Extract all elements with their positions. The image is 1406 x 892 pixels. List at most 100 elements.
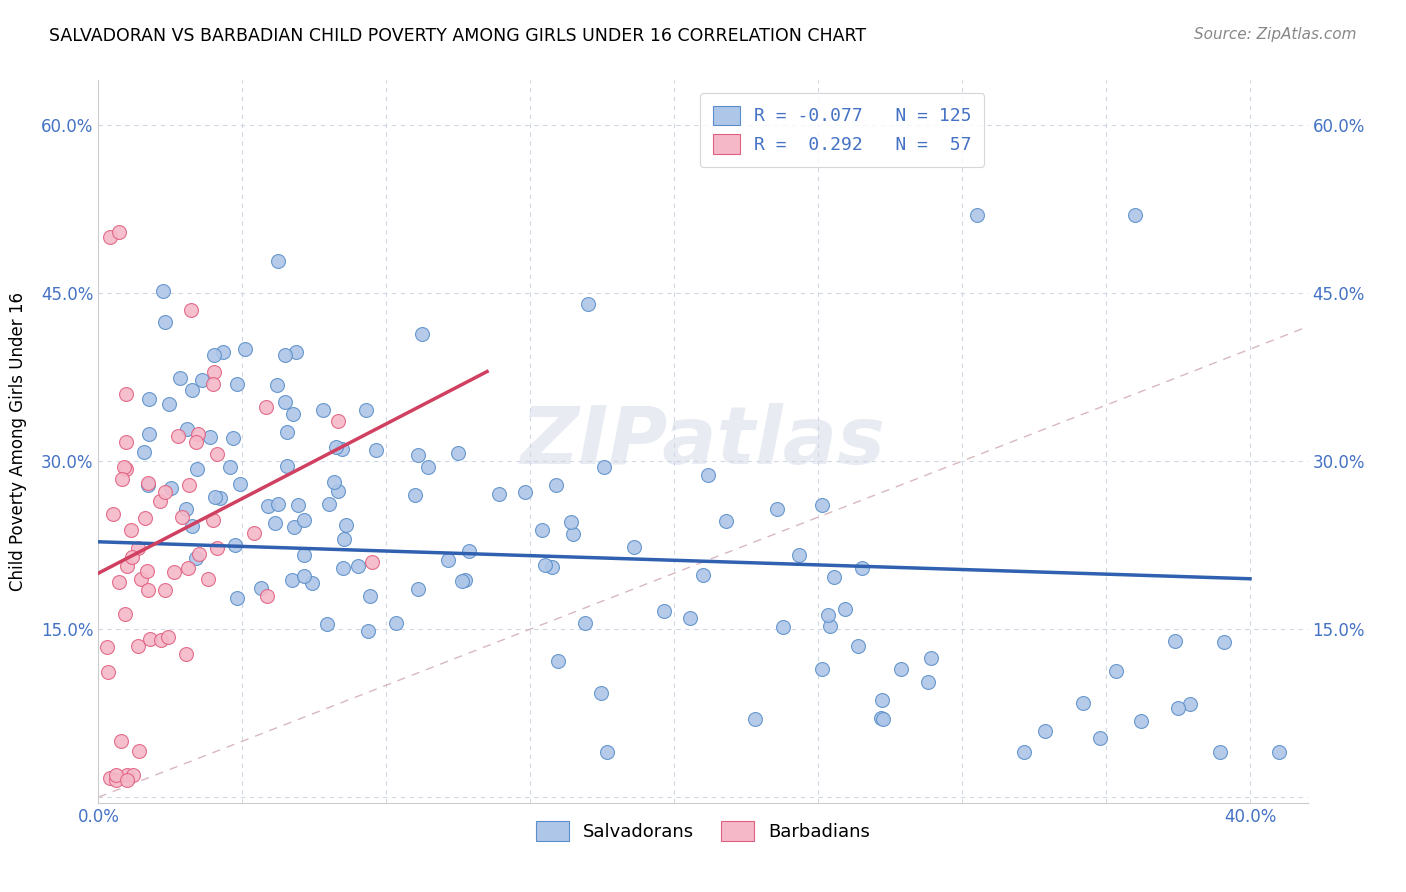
Point: [115, 386, 138, 401]
Point: [361, 555, 384, 569]
Point: [266, 377, 288, 392]
Point: [218, 460, 240, 475]
Point: [127, 541, 149, 556]
Point: [292, 569, 315, 583]
Point: [266, 497, 288, 511]
Point: [222, 431, 245, 445]
Point: [560, 515, 582, 529]
Point: [149, 494, 172, 508]
Text: SALVADORAN VS BARBADIAN CHILD POVERTY AMONG GIRLS UNDER 16 CORRELATION CHART: SALVADORAN VS BARBADIAN CHILD POVERTY AM…: [49, 27, 866, 45]
Point: [301, 576, 323, 591]
Point: [166, 428, 188, 442]
Point: [177, 561, 200, 575]
Point: [1180, 697, 1202, 711]
Point: [153, 314, 176, 328]
Point: [157, 397, 180, 411]
Point: [488, 487, 510, 501]
Point: [229, 477, 252, 491]
Point: [122, 768, 145, 782]
Point: [96, 640, 118, 654]
Point: [1212, 634, 1234, 648]
Point: [136, 582, 159, 597]
Point: [274, 348, 297, 362]
Point: [447, 446, 470, 460]
Point: [170, 510, 193, 524]
Point: [1012, 745, 1035, 759]
Point: [1209, 745, 1232, 759]
Point: [787, 548, 810, 562]
Point: [1167, 700, 1189, 714]
Point: [201, 513, 224, 527]
Point: [744, 712, 766, 726]
Point: [454, 573, 477, 587]
Point: [101, 508, 124, 522]
Point: [267, 254, 290, 268]
Point: [226, 591, 249, 605]
Point: [285, 344, 308, 359]
Point: [1129, 714, 1152, 728]
Point: [562, 527, 585, 541]
Point: [357, 624, 380, 638]
Point: [281, 573, 304, 587]
Point: [115, 435, 138, 450]
Point: [250, 581, 273, 595]
Point: [224, 538, 246, 552]
Point: [292, 513, 315, 527]
Point: [1268, 745, 1291, 759]
Point: [283, 520, 305, 534]
Point: [97, 665, 120, 679]
Point: [108, 574, 131, 589]
Point: [287, 498, 309, 512]
Point: [1163, 634, 1185, 648]
Point: [197, 573, 219, 587]
Point: [243, 525, 266, 540]
Point: [256, 499, 278, 513]
Point: [180, 302, 202, 317]
Point: [225, 377, 247, 392]
Point: [107, 225, 129, 239]
Point: [132, 445, 155, 459]
Point: [546, 478, 568, 492]
Point: [623, 540, 645, 554]
Point: [153, 582, 176, 597]
Point: [589, 685, 612, 699]
Point: [846, 639, 869, 653]
Point: [834, 602, 856, 616]
Point: [318, 498, 340, 512]
Point: [534, 558, 557, 572]
Point: [254, 400, 277, 414]
Point: [818, 619, 841, 633]
Point: [159, 481, 181, 495]
Point: [121, 549, 143, 564]
Point: [129, 573, 152, 587]
Point: [851, 560, 873, 574]
Point: [332, 561, 354, 575]
Point: [184, 550, 207, 565]
Point: [576, 297, 599, 311]
Point: [515, 485, 537, 500]
Point: [652, 603, 675, 617]
Point: [920, 650, 942, 665]
Point: [202, 348, 225, 362]
Point: [233, 343, 256, 357]
Point: [153, 484, 176, 499]
Point: [149, 633, 172, 648]
Point: [697, 468, 720, 483]
Point: [437, 553, 460, 567]
Point: [179, 477, 201, 491]
Point: [595, 745, 617, 759]
Text: Source: ZipAtlas.com: Source: ZipAtlas.com: [1194, 27, 1357, 42]
Point: [531, 523, 554, 537]
Point: [917, 674, 939, 689]
Legend: Salvadorans, Barbadians: Salvadorans, Barbadians: [529, 814, 877, 848]
Point: [276, 459, 298, 474]
Point: [115, 559, 138, 574]
Point: [207, 541, 229, 556]
Point: [181, 519, 204, 533]
Point: [115, 773, 138, 788]
Point: [138, 427, 160, 442]
Point: [356, 403, 378, 417]
Point: [326, 484, 349, 499]
Point: [186, 435, 208, 450]
Text: ZIPatlas: ZIPatlas: [520, 402, 886, 481]
